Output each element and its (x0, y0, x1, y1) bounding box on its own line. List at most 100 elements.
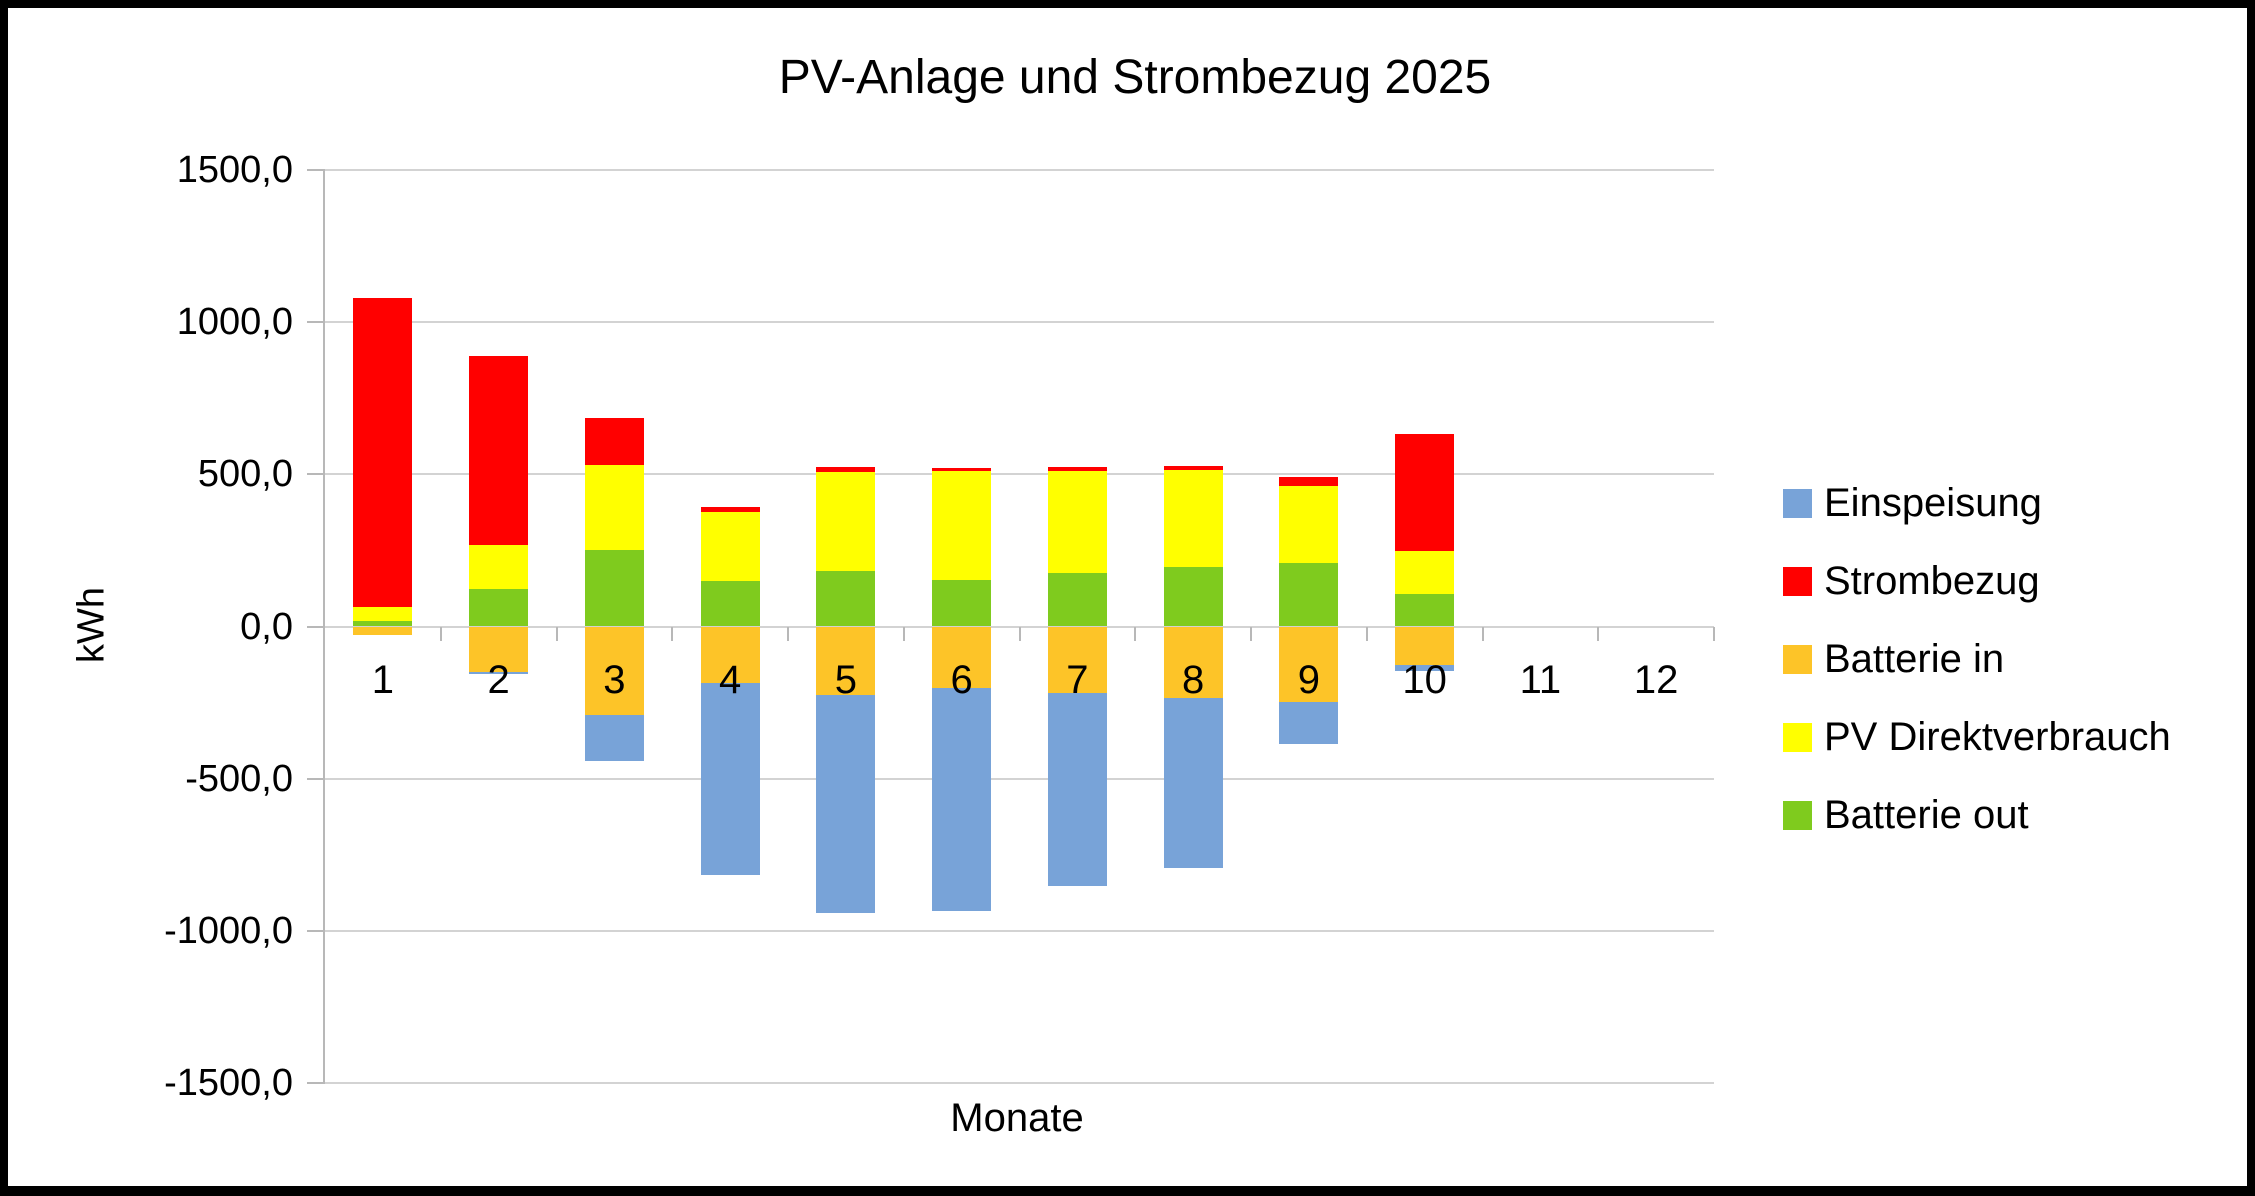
bar-m8-einspeisung (1163, 698, 1223, 868)
bar-m7-pv-direktverbrauch (1047, 471, 1107, 573)
bar-m1-strombezug (353, 298, 413, 608)
x-axis-tick-9 (1365, 626, 1368, 641)
bar-m6-strombezug (932, 467, 992, 472)
bar-m2-batterie-in (469, 626, 529, 672)
x-tick-label-12: 12 (1633, 658, 1679, 702)
x-tick-label-1: 1 (371, 658, 394, 702)
x-axis-title: Monate (950, 1096, 1084, 1140)
bar-m3-strombezug (584, 418, 644, 465)
x-axis-tick-5 (902, 626, 905, 641)
bar-m7-batterie-in (1047, 626, 1107, 693)
legend-label-einspeisung: Einspeisung (1824, 480, 2042, 525)
bar-m2-pv-direktverbrauch (469, 545, 529, 590)
bar-m8-batterie-out (1163, 567, 1223, 627)
y-axis-tick-0 (307, 625, 325, 628)
legend-item-pv-direktverbrauch: PV Direktverbrauch (1783, 713, 2171, 761)
y-tick-label-1500: 1500,0 (176, 149, 293, 191)
x-axis-tick-1 (439, 626, 442, 641)
bar-m4-batterie-in (700, 626, 760, 684)
y-tick-label--1500: -1500,0 (164, 1062, 293, 1104)
bar-m10-batterie-out (1395, 593, 1455, 627)
x-tick-label-2: 2 (487, 658, 510, 702)
gridline--500 (325, 777, 1714, 780)
bar-m3-batterie-out (584, 550, 644, 627)
x-tick-label-3: 3 (603, 658, 626, 702)
x-tick-label-5: 5 (834, 658, 857, 702)
x-tick-label-9: 9 (1297, 658, 1320, 702)
bar-m2-batterie-out (469, 589, 529, 627)
y-axis-line (323, 170, 325, 1083)
bar-m9-batterie-in (1279, 626, 1339, 702)
bar-m3-einspeisung (584, 715, 644, 761)
y-axis-tick--1500 (307, 1082, 325, 1084)
gridline--1000 (325, 929, 1714, 932)
y-tick-label--500: -500,0 (185, 757, 293, 800)
bar-m10-einspeisung (1395, 664, 1455, 672)
gridline-1000 (325, 321, 1714, 324)
x-tick-label-4: 4 (719, 658, 742, 702)
x-axis-tick-12 (1713, 626, 1715, 641)
bar-m4-strombezug (700, 507, 760, 513)
x-tick-label-7: 7 (1066, 658, 1089, 702)
bar-m1-batterie-in (353, 626, 413, 636)
x-tick-label-6: 6 (950, 658, 973, 702)
bar-m6-pv-direktverbrauch (932, 471, 992, 581)
x-axis-tick-10 (1481, 626, 1484, 641)
x-axis-tick-11 (1597, 626, 1600, 641)
bar-m5-batterie-out (816, 571, 876, 627)
bar-m2-strombezug (469, 355, 529, 546)
y-axis-tick--1000 (307, 929, 325, 932)
chart-title: PV-Anlage und Strombezug 2025 (778, 51, 1492, 104)
bar-m4-batterie-out (700, 580, 760, 627)
y-tick-label--1000: -1000,0 (164, 909, 293, 952)
legend-swatch-pv-direktverbrauch (1783, 722, 1812, 752)
bar-m9-pv-direktverbrauch (1279, 486, 1339, 563)
legend-label-batterie-out: Batterie out (1824, 792, 2029, 837)
bar-m7-batterie-out (1047, 572, 1107, 627)
y-tick-label-500: 500,0 (197, 453, 293, 496)
y-axis-tick-1000 (307, 321, 325, 324)
x-axis-tick-4 (787, 626, 789, 641)
y-axis-tick-500 (307, 473, 325, 476)
legend-label-batterie-in: Batterie in (1824, 636, 2005, 681)
bar-m5-batterie-in (816, 626, 876, 695)
bar-m4-pv-direktverbrauch (700, 512, 760, 581)
bar-m10-pv-direktverbrauch (1395, 551, 1455, 594)
x-tick-label-8: 8 (1182, 658, 1205, 702)
bar-m7-strombezug (1047, 467, 1107, 472)
bar-m10-strombezug (1395, 434, 1455, 552)
x-axis-tick-3 (671, 626, 674, 641)
bar-m3-pv-direktverbrauch (584, 464, 644, 551)
legend-swatch-einspeisung (1783, 488, 1812, 518)
x-axis-tick-6 (1018, 626, 1021, 641)
y-tick-label-0: 0,0 (240, 605, 293, 648)
legend-item-einspeisung: Einspeisung (1783, 479, 2042, 527)
legend-item-batterie-in: Batterie in (1783, 635, 2004, 683)
bar-m1-batterie-out (353, 621, 413, 627)
bar-m3-batterie-in (584, 626, 644, 716)
bar-m5-pv-direktverbrauch (816, 472, 876, 572)
y-axis-tick-1500 (307, 169, 325, 171)
bar-m8-batterie-in (1163, 626, 1223, 699)
bar-m8-strombezug (1163, 466, 1223, 470)
bar-m8-pv-direktverbrauch (1163, 469, 1223, 568)
gridline-1500 (325, 169, 1714, 171)
bar-m9-einspeisung (1279, 701, 1339, 745)
bar-m6-batterie-out (932, 580, 992, 627)
bar-m2-einspeisung (469, 671, 529, 675)
x-axis-tick-7 (1134, 626, 1137, 641)
bar-m6-batterie-in (932, 626, 992, 688)
bar-m4-einspeisung (700, 683, 760, 875)
x-tick-label-11: 11 (1519, 658, 1562, 702)
bar-m9-strombezug (1279, 477, 1339, 487)
bar-m6-einspeisung (932, 687, 992, 911)
legend-label-strombezug: Strombezug (1824, 558, 2040, 603)
y-axis-tick--500 (307, 777, 325, 780)
x-axis-tick-2 (555, 626, 558, 641)
legend-item-batterie-out: Batterie out (1783, 791, 2029, 839)
legend-label-pv-direktverbrauch: PV Direktverbrauch (1824, 714, 2171, 759)
x-tick-label-10: 10 (1402, 658, 1447, 702)
plot-area: 1500,0 1000,0 500,0 0,0 -500,0 -1000,0 -1500,0… (8, 8, 2247, 1186)
legend-swatch-strombezug (1783, 566, 1812, 596)
